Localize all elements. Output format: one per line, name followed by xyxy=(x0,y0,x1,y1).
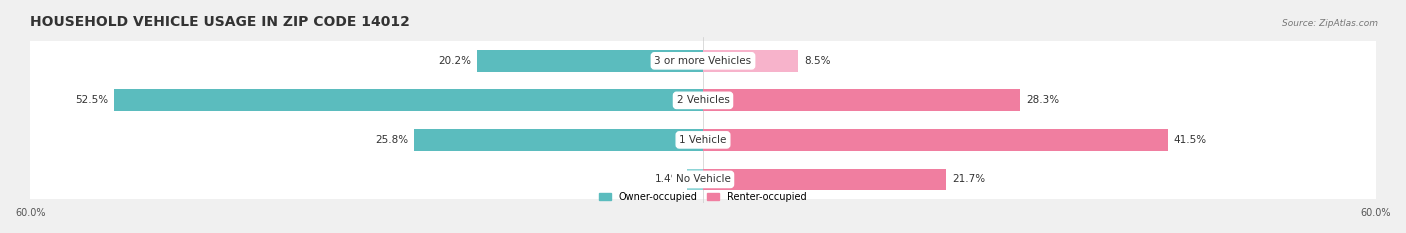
Text: Source: ZipAtlas.com: Source: ZipAtlas.com xyxy=(1282,19,1378,28)
Bar xyxy=(477,50,703,72)
Text: 28.3%: 28.3% xyxy=(1026,95,1059,105)
Text: 52.5%: 52.5% xyxy=(76,95,108,105)
Text: 20.2%: 20.2% xyxy=(437,56,471,66)
Text: No Vehicle: No Vehicle xyxy=(675,175,731,185)
Bar xyxy=(688,168,703,190)
Text: 21.7%: 21.7% xyxy=(952,175,986,185)
Legend: Owner-occupied, Renter-occupied: Owner-occupied, Renter-occupied xyxy=(599,192,807,202)
Bar xyxy=(703,129,1168,151)
Bar xyxy=(31,120,1375,160)
Bar xyxy=(703,89,1021,111)
Bar xyxy=(413,129,703,151)
Text: HOUSEHOLD VEHICLE USAGE IN ZIP CODE 14012: HOUSEHOLD VEHICLE USAGE IN ZIP CODE 1401… xyxy=(31,15,411,29)
Bar xyxy=(31,81,1375,120)
Bar xyxy=(703,50,799,72)
Bar xyxy=(114,89,703,111)
Bar xyxy=(703,168,946,190)
Text: 1 Vehicle: 1 Vehicle xyxy=(679,135,727,145)
Bar xyxy=(31,41,1375,81)
Bar xyxy=(31,160,1375,199)
Text: 25.8%: 25.8% xyxy=(375,135,408,145)
Text: 2 Vehicles: 2 Vehicles xyxy=(676,95,730,105)
Text: 41.5%: 41.5% xyxy=(1174,135,1206,145)
Text: 8.5%: 8.5% xyxy=(804,56,831,66)
Text: 3 or more Vehicles: 3 or more Vehicles xyxy=(654,56,752,66)
Text: 1.4%: 1.4% xyxy=(655,175,682,185)
